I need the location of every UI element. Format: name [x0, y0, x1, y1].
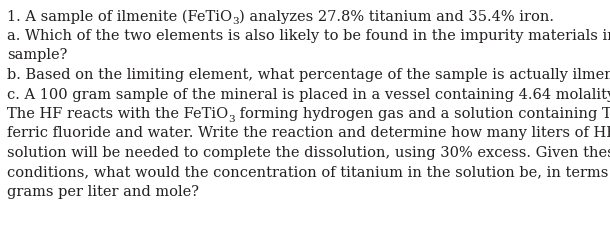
- Text: 3: 3: [228, 114, 235, 124]
- Text: The HF reacts with the FeTiO: The HF reacts with the FeTiO: [7, 107, 228, 121]
- Text: grams per liter and mole?: grams per liter and mole?: [7, 185, 199, 199]
- Text: conditions, what would the concentration of titanium in the solution be, in term: conditions, what would the concentration…: [7, 165, 610, 180]
- Text: ) analyzes 27.8% titanium and 35.4% iron.: ) analyzes 27.8% titanium and 35.4% iron…: [239, 9, 554, 24]
- Text: b. Based on the limiting element, what percentage of the sample is actually ilme: b. Based on the limiting element, what p…: [7, 68, 610, 82]
- Text: 1. A sample of ilmenite (FeTiO: 1. A sample of ilmenite (FeTiO: [7, 9, 232, 24]
- Text: forming hydrogen gas and a solution containing TiF: forming hydrogen gas and a solution cont…: [235, 107, 610, 121]
- Text: ferric fluoride and water. Write the reaction and determine how many liters of H: ferric fluoride and water. Write the rea…: [7, 126, 610, 141]
- Text: 3: 3: [232, 17, 239, 26]
- Text: c. A 100 gram sample of the mineral is placed in a vessel containing 4.64 molali: c. A 100 gram sample of the mineral is p…: [7, 87, 610, 102]
- Text: solution will be needed to complete the dissolution, using 30% excess. Given the: solution will be needed to complete the …: [7, 146, 610, 160]
- Text: a. Which of the two elements is also likely to be found in the impurity material: a. Which of the two elements is also lik…: [7, 29, 610, 43]
- Text: sample?: sample?: [7, 48, 67, 63]
